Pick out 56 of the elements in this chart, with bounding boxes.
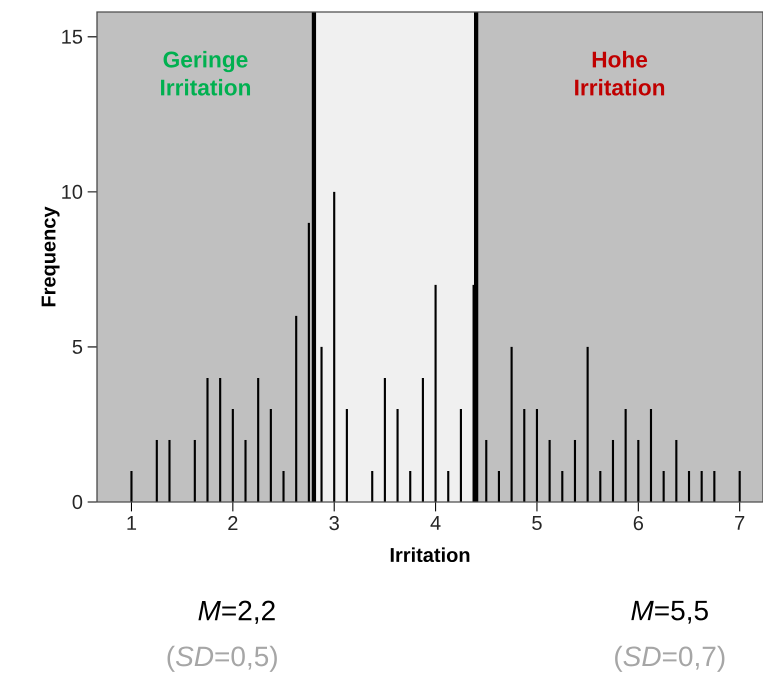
x-tick-label: 7 <box>735 516 744 530</box>
bar <box>206 378 209 502</box>
text: M=5,5 <box>631 600 708 624</box>
bar <box>244 440 247 502</box>
bar <box>320 346 323 502</box>
x-tick-label: 3 <box>329 516 339 530</box>
bar <box>295 316 298 502</box>
y-tick-label: 5 <box>72 340 82 354</box>
bar <box>688 470 690 502</box>
text: (SD=0,5) <box>168 646 277 672</box>
bar <box>396 408 399 502</box>
bar <box>282 470 285 502</box>
x-tick-label: 5 <box>532 516 542 530</box>
bar <box>308 222 310 502</box>
bar <box>713 470 716 502</box>
bar <box>460 408 462 502</box>
bar <box>574 440 576 502</box>
x-tick-label: 6 <box>634 516 644 530</box>
bar <box>612 440 614 502</box>
bar <box>409 470 412 502</box>
x-tick-label: 2 <box>228 516 238 530</box>
x-tick-label: 1 <box>127 516 136 530</box>
y-axis-title: Frequency <box>42 206 60 306</box>
bar <box>371 470 374 502</box>
bar <box>523 408 526 502</box>
bar <box>586 346 589 502</box>
bar <box>548 440 551 502</box>
band-label: Geringe Irritation <box>161 50 250 96</box>
x-axis-title: Irritation <box>390 547 470 562</box>
bar <box>510 346 513 502</box>
bar <box>422 378 424 502</box>
bar <box>561 470 564 502</box>
x-tick-label: 4 <box>430 516 441 530</box>
band-label: Hohe Irritation <box>575 50 664 96</box>
bar <box>675 440 678 502</box>
y-tick-label: 15 <box>62 30 82 44</box>
bar <box>194 440 196 502</box>
bar <box>168 440 171 502</box>
bar <box>257 378 260 502</box>
bar <box>384 378 386 502</box>
bar <box>485 440 488 502</box>
bar <box>624 408 627 502</box>
bar <box>270 408 272 502</box>
bar <box>156 440 158 502</box>
bar <box>700 470 703 502</box>
bar <box>219 378 222 502</box>
bar <box>599 470 602 502</box>
y-tick-label: 10 <box>62 184 82 199</box>
text: (SD=0,7) <box>615 646 724 672</box>
bar <box>346 408 348 502</box>
bar <box>498 470 500 502</box>
y-tick-label: 0 <box>72 494 82 510</box>
bar <box>650 408 652 502</box>
bar <box>662 470 665 502</box>
bar <box>447 470 450 502</box>
text: M=2,2 <box>198 600 275 624</box>
